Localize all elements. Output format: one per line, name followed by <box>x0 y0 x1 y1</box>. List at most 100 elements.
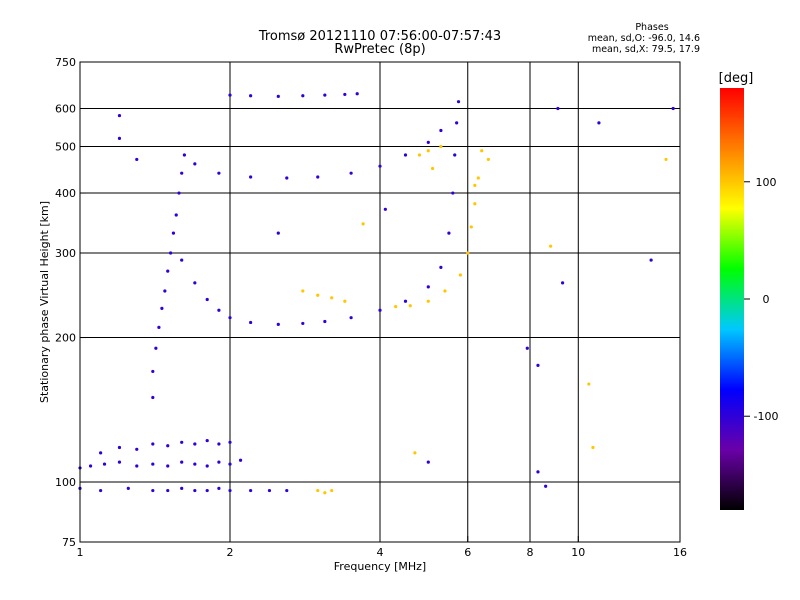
x-axis: 1 2 4 6 8 10 16 <box>77 536 687 559</box>
data-point <box>451 191 455 195</box>
data-point <box>166 269 170 273</box>
data-point <box>316 175 320 179</box>
y-tick-label: 75 <box>62 536 76 549</box>
data-point <box>177 191 181 195</box>
data-point <box>180 486 184 490</box>
data-point <box>205 297 209 302</box>
data-point <box>413 451 417 455</box>
data-point <box>536 470 540 474</box>
data-point <box>417 153 422 157</box>
data-point <box>466 251 470 255</box>
data-points <box>78 92 675 495</box>
data-point <box>174 213 178 217</box>
data-point <box>349 171 353 175</box>
y-tick-label: 100 <box>55 476 76 489</box>
data-point <box>160 306 164 311</box>
data-point <box>238 458 243 462</box>
data-point <box>439 144 443 149</box>
colorbar-tick-label: 100 <box>756 176 777 189</box>
data-point <box>180 460 184 464</box>
data-point <box>476 176 480 180</box>
data-point <box>276 322 280 327</box>
data-point <box>249 488 253 493</box>
data-point <box>323 93 327 97</box>
data-point <box>455 121 459 125</box>
data-point <box>671 106 675 111</box>
x-tick-label: 4 <box>377 546 384 559</box>
data-point <box>193 281 197 285</box>
data-point <box>249 175 253 179</box>
data-point <box>228 440 232 444</box>
data-point <box>525 346 529 350</box>
data-point <box>426 140 430 144</box>
data-point <box>323 491 327 495</box>
data-point <box>151 462 155 466</box>
data-point <box>169 251 173 255</box>
colorbar-tick-label: 0 <box>763 293 770 306</box>
chart-subtitle: RwPretec (8p) <box>334 42 425 57</box>
data-point <box>117 136 122 140</box>
data-point <box>205 464 209 468</box>
grid-lines <box>80 62 680 542</box>
data-point <box>426 149 430 153</box>
data-point <box>99 488 103 493</box>
chart-title: Tromsø 20121110 07:56:00-07:57:43 <box>258 29 501 44</box>
data-point <box>249 94 253 98</box>
data-point <box>408 304 412 308</box>
data-point <box>267 488 272 493</box>
colorbar: [deg] 100 0 -100 <box>719 71 779 510</box>
data-point <box>453 153 457 157</box>
data-point <box>316 488 320 493</box>
data-point <box>171 231 176 235</box>
data-point <box>205 438 209 443</box>
y-tick-label: 300 <box>55 247 76 260</box>
data-point <box>597 121 601 125</box>
x-tick-label: 6 <box>464 546 471 559</box>
data-point <box>180 171 184 175</box>
data-point <box>403 153 408 157</box>
data-point <box>473 202 477 206</box>
data-point <box>560 281 565 285</box>
data-point <box>180 440 184 444</box>
data-point <box>217 486 221 490</box>
data-point <box>285 488 289 493</box>
data-point <box>193 162 197 166</box>
data-point <box>276 94 280 98</box>
data-point <box>163 289 167 293</box>
data-point <box>285 176 289 180</box>
data-point <box>205 488 209 493</box>
data-point <box>361 222 365 226</box>
data-point <box>88 464 93 468</box>
data-point <box>330 488 334 493</box>
colorbar-gradient <box>720 88 744 510</box>
data-point <box>157 325 161 329</box>
colorbar-tick-label: -100 <box>754 410 779 423</box>
phase-stats-heading: Phases <box>635 22 668 33</box>
x-tick-label: 10 <box>571 546 585 559</box>
data-point <box>99 451 103 455</box>
y-tick-label: 750 <box>55 56 76 69</box>
x-tick-label: 16 <box>673 546 687 559</box>
colorbar-label: [deg] <box>719 71 754 86</box>
data-point <box>193 462 197 466</box>
data-point <box>166 444 170 448</box>
data-point <box>193 442 197 446</box>
data-point <box>102 462 107 466</box>
x-axis-label: Frequency [MHz] <box>334 560 426 573</box>
data-point <box>378 164 382 168</box>
data-point <box>378 308 382 312</box>
data-point <box>276 231 280 235</box>
data-point <box>228 488 232 493</box>
data-point <box>117 113 122 118</box>
data-point <box>591 445 595 450</box>
data-point <box>486 157 490 162</box>
data-point <box>301 94 305 98</box>
data-point <box>151 369 155 374</box>
data-point <box>443 289 447 293</box>
data-point <box>426 299 430 303</box>
data-point <box>439 128 443 133</box>
data-point <box>301 321 305 326</box>
y-tick-label: 500 <box>55 141 76 154</box>
data-point <box>182 153 186 157</box>
